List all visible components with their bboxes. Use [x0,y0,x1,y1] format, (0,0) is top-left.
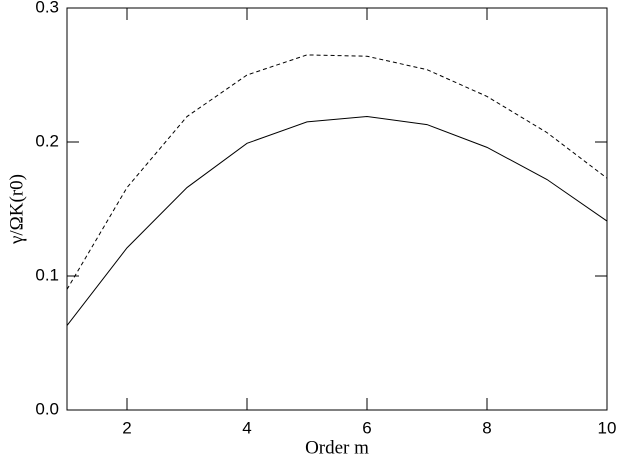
data-line [66,54,608,290]
y-axis-label: γ/ΩK(r0) [6,174,27,245]
y-tick-label: 0.1 [35,265,59,284]
plot-frame [66,7,608,411]
x-tick-label: 4 [242,418,251,437]
x-axis-label: Order m [305,437,369,457]
x-tick-label: 10 [598,418,617,437]
y-tick-label: 0.3 [35,0,59,16]
x-tick-label: 6 [362,418,371,437]
data-line [66,116,608,326]
y-tick-label: 0.0 [35,399,59,418]
x-tick-label: 8 [482,418,491,437]
x-tick-label: 2 [122,418,131,437]
y-tick-label: 0.2 [35,131,59,150]
